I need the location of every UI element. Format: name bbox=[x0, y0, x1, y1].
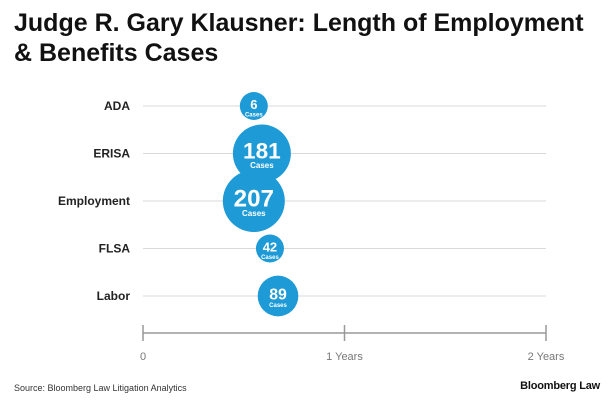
bubble-count: 89 bbox=[269, 286, 287, 303]
bubble-count: 42 bbox=[263, 239, 277, 254]
bubble-circle bbox=[232, 124, 291, 183]
bubble-circle bbox=[222, 170, 285, 232]
category-labels: ADA ERISA Employment FLSA Labor bbox=[58, 99, 130, 303]
bubble-count: 207 bbox=[234, 185, 274, 212]
category-label: ERISA bbox=[93, 147, 130, 161]
bubble-circle bbox=[255, 234, 284, 263]
x-tick-label: 2 Years bbox=[528, 351, 565, 363]
bubble-unit-label: Cases bbox=[250, 161, 274, 170]
category-label: Employment bbox=[58, 194, 130, 208]
bubble-unit-label: Cases bbox=[261, 255, 279, 261]
bubble-count: 181 bbox=[243, 138, 281, 163]
source-note: Source: Bloomberg Law Litigation Analyti… bbox=[14, 383, 187, 393]
bubble-unit-label: Cases bbox=[269, 303, 287, 309]
x-axis: 0 1 Years 2 Years bbox=[140, 325, 565, 363]
category-label: ADA bbox=[104, 99, 130, 113]
category-label: Labor bbox=[97, 289, 131, 303]
x-tick-label: 0 bbox=[140, 351, 146, 363]
chart-title: Judge R. Gary Klausner: Length of Employ… bbox=[14, 9, 584, 67]
x-tick-label: 1 Years bbox=[326, 351, 363, 363]
bubble-unit-label: Cases bbox=[245, 112, 263, 118]
bubble-circle bbox=[257, 275, 299, 317]
bubble-circle bbox=[239, 92, 268, 120]
bubble-unit-label: Cases bbox=[242, 209, 266, 218]
brand-logo: Bloomberg Law bbox=[520, 380, 600, 392]
bubble-count: 6 bbox=[250, 97, 257, 112]
gridlines bbox=[143, 105, 546, 297]
category-label: FLSA bbox=[99, 242, 131, 256]
